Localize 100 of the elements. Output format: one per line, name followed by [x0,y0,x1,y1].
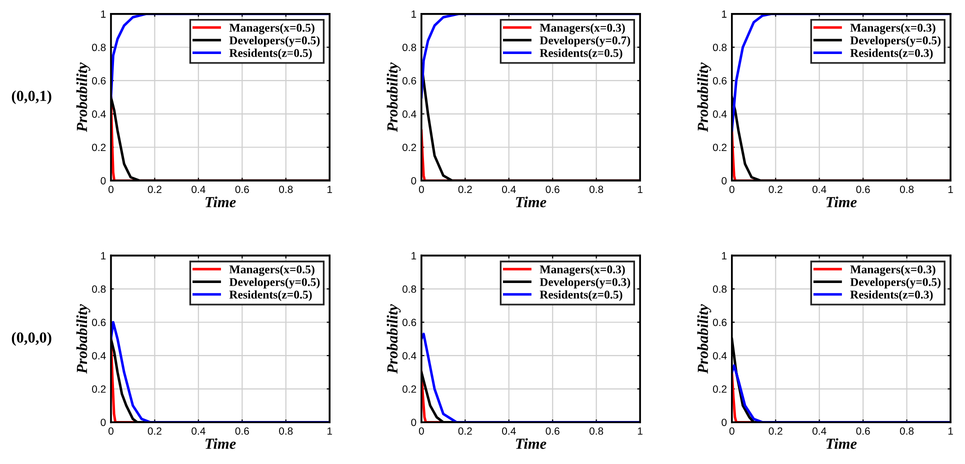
text: (0,0,1) [12,90,52,104]
y-axis-title: Probability [386,62,401,132]
legend-label: Residents(z=0.3) [850,48,933,60]
x-tick-label: 0 [108,186,114,194]
y-tick-label: 0.8 [402,44,416,52]
x-tick-label: 0.4 [812,427,826,435]
legend-label: Managers(x=0.3) [850,23,936,34]
legend-label: Managers(x=0.3) [540,265,625,276]
x-axis-title: Time [516,438,546,449]
x-tick-label: 0.6 [546,427,560,435]
legend-label: Developers(y=0.7) [540,36,630,47]
x-tick-label: 0 [108,427,114,435]
x-tick-label: 0 [729,186,734,194]
x-tick-label: 0.2 [768,186,782,194]
x-tick-label: 0.8 [279,427,293,435]
y-tick-label: 0.4 [92,352,106,360]
y-tick-label: 0.2 [402,385,416,393]
y-tick-label: 0.4 [402,352,416,360]
y-tick-label: 0.8 [712,44,727,52]
x-axis-title: Time [516,196,546,208]
y-tick-label: 0 [411,418,416,426]
x-tick-label: 0.2 [458,427,472,435]
y-axis-title: Probability [697,62,712,132]
x-tick-label: 1 [948,186,953,193]
y-tick-label: 0.8 [712,285,727,293]
y-tick-label: 0.2 [402,144,416,152]
y-tick-label: 0 [722,418,727,426]
legend-label: Developers(y=0.5) [850,278,941,288]
x-tick-label: 0 [729,427,734,435]
x-tick-label: 0.6 [856,186,870,194]
x-tick-label: 0.8 [900,186,914,194]
y-tick-label: 0.6 [92,318,106,326]
x-tick-label: 0.4 [502,427,516,435]
y-tick-label: 0.6 [92,77,106,84]
legend-label: Developers(y=0.5) [229,278,320,288]
x-tick-label: 0.4 [192,427,206,435]
x-tick-label: 0.6 [546,186,560,194]
legend-label: Developers(y=0.5) [850,36,941,47]
x-tick-label: 1 [638,427,642,435]
y-axis-title: Probability [76,304,90,374]
y-tick-label: 0.4 [92,110,106,118]
y-tick-label: 0.6 [402,77,416,84]
x-tick-label: 0.4 [502,186,516,194]
x-tick-label: 1 [948,427,953,435]
legend-label: Managers(x=0.5) [229,23,314,34]
x-tick-label: 0.6 [235,186,249,194]
y-tick-label: 0.6 [402,318,416,326]
y-tick-label: 0 [411,177,416,184]
x-tick-label: 0.2 [148,427,162,435]
y-tick-label: 1 [722,10,727,18]
x-tick-label: 1 [328,427,332,435]
y-tick-label: 0 [100,177,106,184]
legend-label: Residents(z=0.5) [229,290,312,302]
legend-label: Managers(x=0.5) [229,265,314,276]
x-tick-label: 0.2 [768,427,782,435]
x-tick-label: 0.4 [812,186,826,194]
x-tick-label: 0.8 [279,186,293,194]
y-tick-label: 0.8 [92,44,106,52]
y-tick-label: 1 [412,252,416,260]
x-tick-label: 0.6 [235,427,249,435]
x-axis-title: Time [206,196,236,208]
y-tick-label: 1 [722,252,727,260]
x-axis-title: Time [206,438,236,449]
legend-label: Managers(x=0.3) [540,23,625,34]
x-tick-label: 0.8 [900,427,914,435]
y-tick-label: 0.4 [402,110,416,118]
x-tick-label: 0.8 [590,186,604,194]
x-tick-label: 0.2 [458,186,472,194]
x-tick-label: 0 [418,186,424,194]
y-tick-label: 1 [412,10,416,18]
text: (0,0,0) [12,332,52,346]
y-tick-label: 0.2 [92,385,106,393]
x-tick-label: 0.2 [148,186,162,194]
legend-label: Residents(z=0.5) [540,48,622,60]
x-tick-label: 1 [638,186,642,193]
y-tick-label: 0.2 [712,144,727,152]
y-tick-label: 0.8 [92,285,106,293]
x-tick-label: 0.4 [192,186,206,194]
y-tick-label: 0.6 [712,318,727,326]
x-tick-label: 0 [418,427,424,435]
x-axis-title: Time [826,196,857,208]
legend-label: Residents(z=0.3) [850,290,933,302]
legend-label: Developers(y=0.5) [229,36,320,47]
y-axis-title: Probability [697,304,712,374]
x-tick-label: 1 [328,186,332,193]
y-tick-label: 0.4 [712,110,727,118]
y-tick-label: 0 [722,177,727,184]
y-tick-label: 0.2 [712,385,727,393]
y-tick-label: 1 [101,252,106,260]
x-axis-title: Time [826,438,857,449]
y-tick-label: 0.2 [92,144,106,152]
legend-label: Residents(z=0.5) [540,290,622,302]
y-tick-label: 0 [100,418,106,426]
y-tick-label: 1 [101,10,106,18]
legend-label: Developers(y=0.3) [540,278,630,288]
legend-label: Managers(x=0.3) [850,265,936,276]
y-axis-title: Probability [76,62,90,132]
legend-label: Residents(z=0.5) [229,48,312,60]
x-tick-label: 0.6 [856,427,870,435]
y-tick-label: 0.4 [712,352,727,360]
